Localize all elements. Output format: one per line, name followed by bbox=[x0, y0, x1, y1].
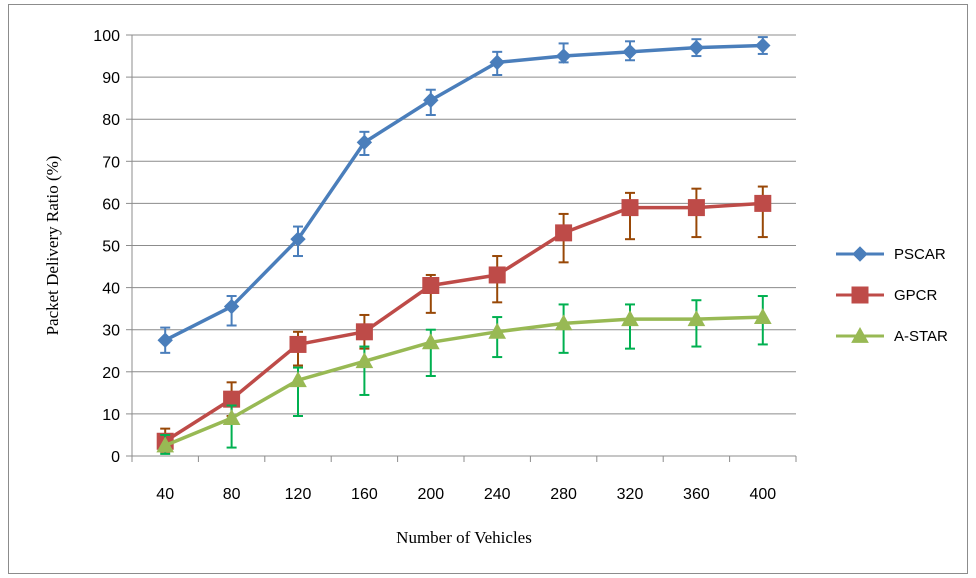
y-tick-label: 20 bbox=[102, 365, 120, 382]
data-point bbox=[755, 37, 771, 54]
gridlines bbox=[126, 34, 797, 462]
legend-item: A-STAR bbox=[836, 326, 948, 345]
y-tick-label: 0 bbox=[111, 449, 120, 466]
legend-item: PSCAR bbox=[836, 246, 946, 263]
series-a-star bbox=[156, 295, 772, 455]
y-tick-label: 40 bbox=[102, 281, 120, 298]
data-point bbox=[223, 298, 240, 315]
x-tick-label: 320 bbox=[617, 486, 644, 503]
legend-label: A-STAR bbox=[894, 328, 948, 345]
data-point bbox=[687, 310, 706, 327]
data-point bbox=[621, 199, 639, 217]
data-point bbox=[688, 39, 705, 56]
series-gpcr bbox=[156, 185, 772, 453]
data-point bbox=[489, 54, 505, 71]
series-pscar bbox=[157, 36, 771, 354]
data-point bbox=[222, 409, 241, 426]
chart-frame bbox=[8, 4, 968, 574]
data-point bbox=[488, 322, 507, 339]
x-tick-label: 200 bbox=[417, 486, 444, 503]
x-tick-label: 80 bbox=[223, 486, 241, 503]
legend-marker bbox=[851, 326, 869, 343]
legend-label: PSCAR bbox=[894, 246, 946, 263]
data-point bbox=[156, 436, 175, 453]
axes bbox=[131, 35, 796, 457]
data-point bbox=[290, 231, 306, 247]
y-tick-label: 100 bbox=[93, 28, 120, 45]
x-tick-label: 360 bbox=[683, 486, 710, 503]
series-line bbox=[164, 201, 763, 443]
data-point bbox=[423, 92, 439, 108]
data-point bbox=[687, 199, 705, 217]
x-tick-labels: 40 80 120 160 200 240 280 320 360 400 bbox=[156, 486, 776, 503]
data-point bbox=[555, 48, 572, 64]
y-axis-title: Packet Delivery Ratio (%) bbox=[43, 156, 62, 336]
data-point bbox=[355, 323, 373, 341]
data-point bbox=[157, 332, 173, 348]
y-tick-label: 50 bbox=[102, 239, 120, 256]
data-point bbox=[289, 371, 307, 388]
legend: PSCAR GPCR A-STAR bbox=[836, 246, 948, 345]
legend-marker bbox=[852, 246, 868, 262]
data-point bbox=[622, 44, 638, 60]
x-tick-label: 40 bbox=[156, 486, 174, 503]
data-point bbox=[754, 194, 772, 212]
series-line bbox=[164, 315, 763, 448]
data-point bbox=[422, 276, 440, 294]
x-tick-label: 160 bbox=[351, 486, 378, 503]
data-point bbox=[555, 224, 573, 242]
legend-label: GPCR bbox=[894, 287, 938, 304]
y-tick-labels: 0 10 20 30 40 50 60 70 80 90 100 bbox=[93, 28, 120, 466]
legend-item: GPCR bbox=[836, 286, 938, 304]
x-tick-label: 280 bbox=[550, 486, 577, 503]
y-tick-label: 70 bbox=[102, 154, 120, 171]
x-tick-label: 120 bbox=[285, 486, 312, 503]
data-point bbox=[554, 314, 573, 331]
legend-marker bbox=[851, 286, 869, 304]
series bbox=[156, 36, 772, 455]
data-point bbox=[621, 310, 639, 327]
data-point bbox=[753, 308, 772, 324]
x-tick-label: 400 bbox=[749, 486, 776, 503]
y-tick-label: 30 bbox=[102, 323, 120, 340]
data-point bbox=[355, 352, 374, 369]
data-point bbox=[289, 335, 307, 353]
x-tick-label: 240 bbox=[484, 486, 511, 503]
y-tick-label: 60 bbox=[102, 196, 120, 213]
data-point bbox=[356, 134, 373, 151]
y-tick-label: 90 bbox=[102, 70, 120, 87]
y-tick-label: 10 bbox=[102, 407, 120, 424]
x-axis-title: Number of Vehicles bbox=[396, 528, 532, 547]
data-point bbox=[488, 266, 506, 284]
y-tick-label: 80 bbox=[102, 112, 120, 129]
series-line bbox=[164, 43, 763, 342]
data-point bbox=[421, 333, 440, 350]
